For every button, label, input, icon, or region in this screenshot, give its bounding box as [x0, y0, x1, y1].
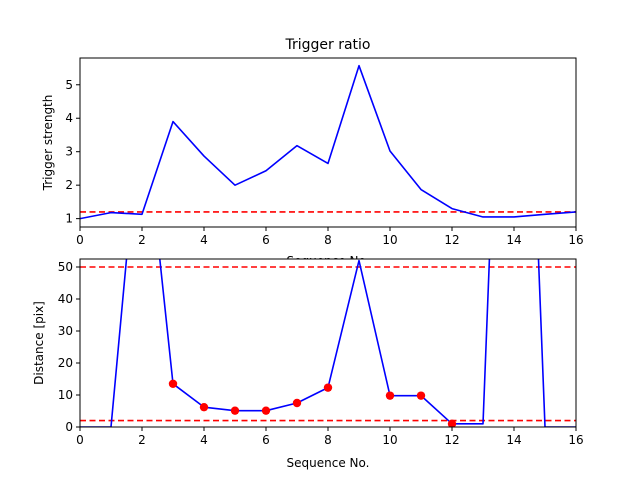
x-tick-label: 12	[444, 433, 459, 447]
x-axis-label: Sequence No.	[287, 456, 370, 470]
y-tick-label: 4	[65, 111, 73, 125]
axes-frame	[79, 258, 577, 428]
x-tick-label: 10	[382, 233, 397, 247]
x-tick-label: 14	[506, 433, 521, 447]
y-tick-label: 30	[58, 324, 73, 338]
x-tick-label: 14	[506, 233, 521, 247]
y-tick-label: 10	[58, 388, 73, 402]
data-point	[385, 391, 395, 400]
x-tick-label: 8	[324, 233, 332, 247]
x-tick-label: 16	[568, 433, 583, 447]
y-tick-label: 40	[58, 292, 73, 306]
data-point	[199, 402, 209, 412]
y-tick-label: 3	[65, 145, 73, 159]
data-point	[447, 419, 457, 427]
data-point	[416, 391, 426, 400]
x-tick-label: 4	[200, 433, 208, 447]
data-point	[292, 398, 302, 408]
x-tick-label: 10	[382, 433, 397, 447]
x-tick-label: 2	[138, 233, 146, 247]
chart-panel-trigger-ratio: Trigger ratio Trigger strength Sequence …	[41, 37, 584, 268]
chart-title: Trigger ratio	[284, 37, 370, 53]
data-point	[168, 379, 178, 388]
y-tick-label: 0	[65, 420, 73, 434]
series-line	[80, 64, 576, 220]
x-tick-label: 6	[262, 233, 270, 247]
x-tick-label: 8	[324, 433, 332, 447]
x-tick-label: 16	[568, 233, 583, 247]
x-tick-label: 4	[200, 233, 208, 247]
data-point	[230, 406, 240, 415]
x-tick-label: 2	[138, 433, 146, 447]
x-tick-label: 6	[262, 433, 270, 447]
y-axis-label: Distance [pix]	[32, 301, 46, 385]
y-tick-label: 2	[65, 178, 73, 192]
x-tick-label: 0	[76, 433, 84, 447]
y-tick-label: 1	[65, 212, 73, 226]
x-tick-label: 12	[444, 233, 459, 247]
data-point	[323, 383, 333, 392]
chart-panel-distance: Distance [pix] Sequence No. 0 2 4 6 8 10 12 14 1…	[32, 258, 584, 470]
x-tick-label: 0	[76, 233, 84, 247]
data-point	[261, 406, 271, 415]
y-axis-label: Trigger strength	[41, 95, 55, 192]
y-tick-label: 5	[65, 78, 73, 92]
axes-frame	[79, 57, 577, 228]
y-tick-label: 20	[58, 356, 73, 370]
y-tick-label: 50	[58, 260, 73, 274]
